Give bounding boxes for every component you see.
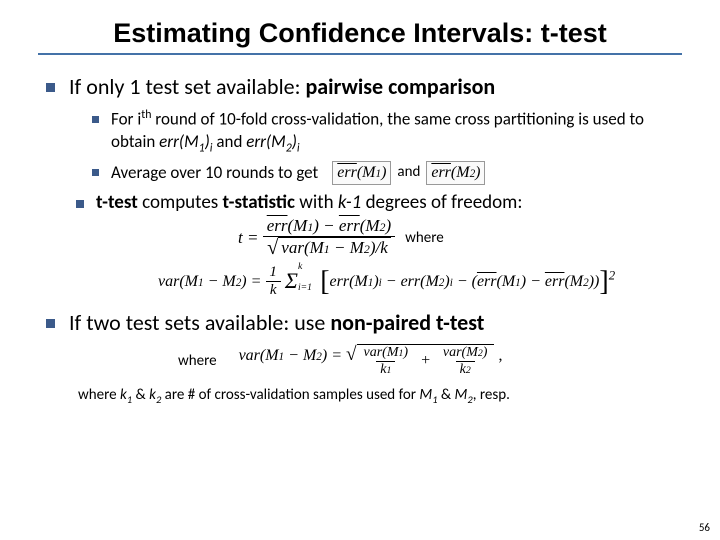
where-label-2: where [178,352,217,370]
and-label: and [397,163,420,183]
bullet-icon [92,169,99,176]
err-m2-box: err(M2) [426,161,485,186]
bullet-text: If only 1 test set available: pairwise c… [69,73,495,100]
bullet-level1: If two test sets available: use non-pair… [46,309,682,336]
footnote: where k1 & k2 are # of cross-validation … [78,386,682,406]
t-statistic-formula: t = err(M1) − err(M2) var(M1 − M2)/k whe… [238,216,682,260]
bullet-text: Average over 10 rounds to get err(M1) an… [111,161,485,186]
err-m1-box: err(M1) [332,161,391,186]
bullet-level1: If only 1 test set available: pairwise c… [46,73,682,100]
bullet-level2: Average over 10 rounds to get err(M1) an… [92,161,682,186]
bullet-level2: For ith round of 10-fold cross-validatio… [92,108,682,157]
bullet-icon [46,319,55,328]
slide-title: Estimating Confidence Intervals: t-test [38,18,682,49]
where-label: where [405,229,444,247]
bullet-text: If two test sets available: use non-pair… [69,309,484,336]
bullet-text: t-test computes t-statistic with k-1 deg… [96,191,522,214]
bullet-icon [46,83,55,92]
bullet-level2-bold: t-test computes t-statistic with k-1 deg… [76,191,682,214]
bullet-icon [76,200,84,208]
bullet-text: For ith round of 10-fold cross-validatio… [111,108,682,157]
title-rule [38,53,682,55]
variance-formula: var(M1 − M2) = 1k Σi=1k [err(M1)i − err(… [158,264,682,299]
bullet-icon [92,116,99,123]
nonpaired-formula: where var(M1 − M2) = var(M1) k1 + var(M2… [168,344,682,378]
page-number: 56 [699,521,710,534]
